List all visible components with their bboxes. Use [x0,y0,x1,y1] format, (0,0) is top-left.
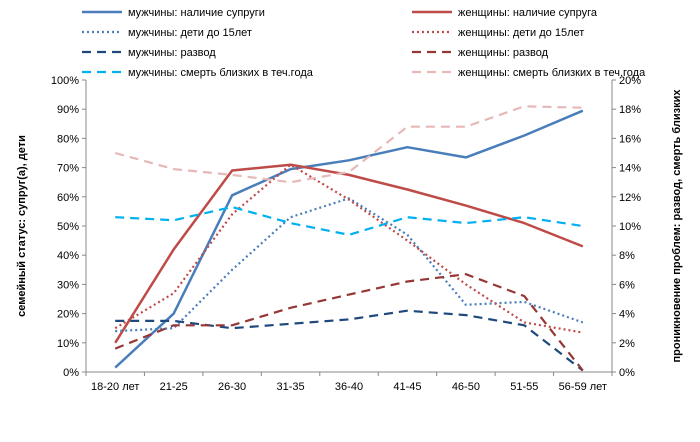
x-axis-ticks: 18-20 лет 21-25 26-30 31-35 36-40 41-45 46-50 5… [85,372,613,393]
x-tick-label: 56-59 лет [559,381,607,393]
legend-label: женщины: смерть близких в теч.года [458,67,646,79]
right-tick-label: 2% [619,338,635,350]
left-tick-label: 20% [57,309,79,321]
series-line [114,163,583,334]
right-tick-label: 16% [619,133,641,145]
x-tick-label: 36-40 [335,381,363,393]
right-tick-label: 12% [619,192,641,204]
x-tick-label: 21-25 [160,381,188,393]
left-axis-title: семейный статус: супруг(а), дети [16,135,28,317]
left-tick-label: 30% [57,279,79,291]
left-tick-label: 90% [57,104,79,116]
chart-series [114,105,584,372]
legend-label: женщины: дети до 15лет [458,27,584,39]
x-tick-label: 31-35 [276,381,304,393]
right-tick-label: 10% [619,221,641,233]
right-tick-label: 20% [619,75,641,87]
series-line [114,109,584,369]
legend-label: женщины: развод [458,47,549,59]
right-tick-label: 14% [619,163,641,175]
x-tick-label: 26-30 [218,381,246,393]
chart-legend: мужчины: наличие супруги женщины: наличие… [82,7,646,79]
x-tick-label: 41-45 [393,381,421,393]
left-tick-label: 50% [57,221,79,233]
series-line [115,205,583,236]
right-tick-label: 18% [619,104,641,116]
left-tick-label: 70% [57,163,79,175]
left-tick-label: 40% [57,250,79,262]
x-tick-label: 51-55 [510,381,538,393]
right-tick-label: 8% [619,250,635,262]
right-axis-title: проникновение проблем: развод, смерть бл… [671,89,683,363]
legend-label: мужчины: дети до 15лет [128,27,252,39]
left-tick-label: 100% [51,75,79,87]
x-tick-label: 18-20 лет [91,381,139,393]
left-tick-label: 60% [57,192,79,204]
legend-label: мужчины: развод [128,47,216,59]
x-tick-label: 46-50 [452,381,480,393]
right-tick-label: 0% [619,367,635,379]
legend-label: женщины: наличие супруга [458,7,598,19]
series-line [115,309,584,372]
left-tick-label: 80% [57,133,79,145]
right-tick-label: 6% [619,279,635,291]
series-line [114,105,583,184]
legend-label: мужчины: смерть близких в теч.года [128,67,314,79]
legend-label: мужчины: наличие супруги [128,7,265,19]
left-axis-ticks: 0% 10% 20% 30% 40% 50% 60% 70% 80% 90% 100% [51,75,86,379]
left-tick-label: 0% [63,367,79,379]
left-tick-label: 10% [57,338,79,350]
right-axis-ticks: 0% 2% 4% 6% 8% 10% 12% 14% 16% 18% 20% [612,75,641,379]
right-tick-label: 4% [619,309,635,321]
